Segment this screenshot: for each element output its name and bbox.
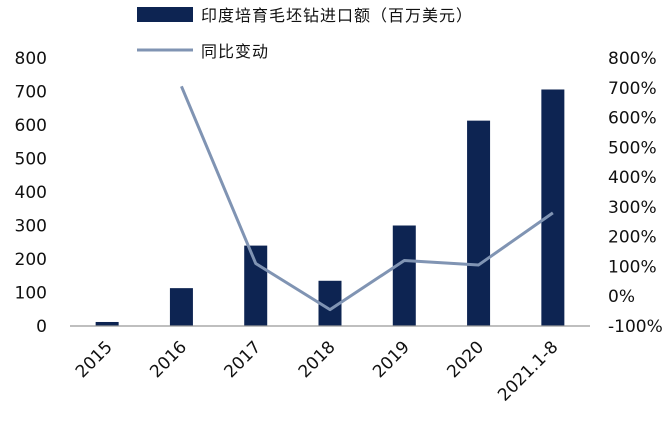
x-tick-label: 2019 — [369, 337, 414, 382]
y-right-tick-label: 300% — [608, 198, 657, 218]
y-right-tick-label: 400% — [608, 168, 657, 188]
x-tick-label: 2020 — [443, 337, 488, 382]
bar — [244, 245, 268, 326]
bar-series — [95, 89, 565, 327]
y-left-tick-label: 100 — [15, 284, 47, 304]
y-right-tick-label: 500% — [608, 138, 657, 158]
bar — [169, 288, 193, 326]
legend-line-label: 同比变动 — [201, 42, 269, 61]
y-right-tick-label: 0% — [608, 287, 635, 307]
left-axis-ticks: 0 100 200 300 400 500 600 700 800 — [15, 49, 47, 337]
y-left-tick-label: 500 — [15, 150, 47, 170]
legend: 印度培育毛坯钻进口额（百万美元） 同比变动 — [137, 6, 473, 61]
y-right-tick-label: 100% — [608, 257, 657, 277]
bar — [318, 280, 342, 326]
x-tick-label: 2021.1-8 — [494, 337, 562, 405]
line-series — [180, 85, 554, 312]
x-tick-label: 2016 — [146, 337, 191, 382]
y-left-tick-label: 0 — [36, 317, 47, 337]
x-tick-label: 2015 — [72, 337, 117, 382]
x-tick-label: 2017 — [221, 337, 266, 382]
legend-bar-label: 印度培育毛坯钻进口额（百万美元） — [201, 6, 473, 25]
y-left-tick-label: 800 — [15, 49, 47, 69]
right-axis-ticks: -100% 0% 100% 200% 300% 400% 500% 600% 700% 800% — [608, 49, 663, 337]
y-right-tick-label: -100% — [608, 317, 663, 337]
bar — [467, 120, 491, 327]
bar — [541, 89, 565, 327]
x-axis-ticks: 2015 2016 2017 2018 2019 2020 2021.1-8 — [72, 337, 562, 405]
legend-bar-swatch — [137, 7, 193, 22]
y-right-tick-label: 800% — [608, 49, 657, 69]
y-right-tick-label: 700% — [608, 79, 657, 99]
y-left-tick-label: 200 — [15, 250, 47, 270]
y-left-tick-label: 400 — [15, 183, 47, 203]
bar — [392, 225, 416, 326]
line-path — [180, 85, 554, 312]
y-left-tick-label: 300 — [15, 217, 47, 237]
y-right-tick-label: 600% — [608, 109, 657, 129]
bar — [95, 321, 119, 326]
y-right-tick-label: 200% — [608, 228, 657, 248]
x-tick-label: 2018 — [295, 337, 340, 382]
y-left-tick-label: 600 — [15, 116, 47, 136]
y-left-tick-label: 700 — [15, 83, 47, 103]
